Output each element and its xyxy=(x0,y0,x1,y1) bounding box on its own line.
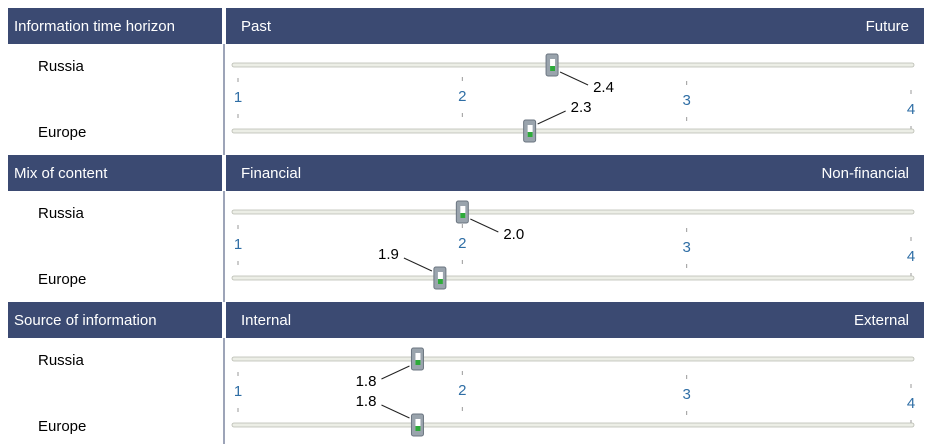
row-label: Europe xyxy=(38,418,86,435)
thumb-green xyxy=(527,132,533,137)
section-title: Source of information xyxy=(14,312,157,329)
tick-label: 4 xyxy=(907,101,915,118)
right-pole: Future xyxy=(866,18,909,35)
tick-label: 3 xyxy=(682,239,690,256)
thumb-inner xyxy=(550,59,556,71)
tick-label: 3 xyxy=(682,92,690,109)
thumb-inner xyxy=(460,206,466,218)
header-left xyxy=(8,302,222,338)
thumb-inner xyxy=(437,272,443,284)
tick-label: 4 xyxy=(907,248,915,265)
track xyxy=(231,275,915,281)
thumb-inner xyxy=(415,419,421,431)
leader-line xyxy=(559,71,589,86)
value-label: 1.8 xyxy=(356,373,377,390)
thumb-green xyxy=(437,279,443,284)
leader-line xyxy=(381,365,410,380)
leader-line xyxy=(381,404,410,419)
header-right xyxy=(226,155,924,191)
left-pole: Internal xyxy=(241,312,291,329)
left-pole: Past xyxy=(241,18,272,35)
thumb-green xyxy=(460,213,466,218)
thumb-inner xyxy=(415,353,421,365)
thumb-inner xyxy=(527,125,533,137)
value-label: 2.4 xyxy=(593,79,614,96)
leader-line xyxy=(403,257,433,272)
tick-label: 2 xyxy=(458,88,466,105)
tick-label: 1 xyxy=(234,236,242,253)
section-title: Mix of content xyxy=(14,165,108,182)
section-title: Information time horizon xyxy=(14,18,175,35)
row-label: Europe xyxy=(38,124,86,141)
row-label: Europe xyxy=(38,271,86,288)
header-right xyxy=(226,302,924,338)
row-label: Russia xyxy=(38,205,85,222)
thumb-green xyxy=(415,360,421,365)
row-label: Russia xyxy=(38,58,85,75)
track xyxy=(231,356,915,362)
right-pole: Non-financial xyxy=(821,165,909,182)
tick-label: 4 xyxy=(907,395,915,412)
leader-line xyxy=(537,110,566,125)
thumb-green xyxy=(415,426,421,431)
tick-label: 1 xyxy=(234,89,242,106)
track xyxy=(231,422,915,428)
leader-line xyxy=(470,218,499,233)
value-label: 1.8 xyxy=(356,393,377,410)
tick-label: 2 xyxy=(458,382,466,399)
header-left xyxy=(8,155,222,191)
right-pole: External xyxy=(854,312,909,329)
row-label: Russia xyxy=(38,352,85,369)
track xyxy=(231,209,915,215)
tick-label: 2 xyxy=(458,235,466,252)
tick-label: 1 xyxy=(234,383,242,400)
track xyxy=(231,128,915,134)
track xyxy=(231,62,915,68)
value-label: 1.9 xyxy=(378,246,399,263)
left-pole: Financial xyxy=(241,165,301,182)
header-left xyxy=(8,8,222,44)
header-right xyxy=(226,8,924,44)
value-label: 2.0 xyxy=(503,226,524,243)
thumb-green xyxy=(550,66,556,71)
tick-label: 3 xyxy=(682,386,690,403)
value-label: 2.3 xyxy=(571,99,592,116)
